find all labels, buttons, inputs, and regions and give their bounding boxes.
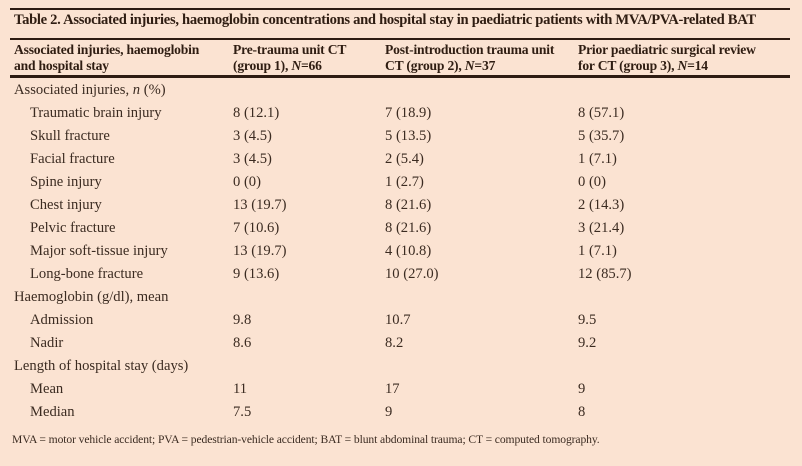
row-value: 8 (21.6) xyxy=(385,220,432,236)
row-value: 9.8 xyxy=(233,312,252,328)
row-value: 1 (7.1) xyxy=(578,243,617,259)
row-value: 13 (19.7) xyxy=(233,197,287,213)
table-row: Length of hospital stay (days) xyxy=(10,355,790,378)
table-row: Median 7.5 9 8 xyxy=(10,401,790,424)
row-value: 8 (57.1) xyxy=(578,105,625,121)
row-value: 5 (35.7) xyxy=(578,128,625,144)
row-value: 8.2 xyxy=(385,335,404,351)
row-value: 11 xyxy=(233,381,248,397)
row-value: 3 (4.5) xyxy=(233,128,272,144)
header-line: Post-introduction trauma unit xyxy=(385,42,555,57)
row-value: 3 (4.5) xyxy=(233,151,272,167)
row-label: Nadir xyxy=(30,335,64,351)
table-row: Mean 11 17 9 xyxy=(10,378,790,401)
header-line: CT (group 2), N=37 xyxy=(385,57,496,73)
row-value: 8.6 xyxy=(233,335,252,351)
row-value: 10 (27.0) xyxy=(385,266,439,282)
row-value: 13 (19.7) xyxy=(233,243,287,259)
table-row: Long-bone fracture 9 (13.6) 10 (27.0) 12 (8… xyxy=(10,263,790,286)
header-line: Pre-trauma unit CT xyxy=(233,42,347,57)
header-line: (group 1), N=66 xyxy=(233,57,322,73)
table-footnote: MVA = motor vehicle accident; PVA = pede… xyxy=(12,433,600,446)
table-row: Traumatic brain injury 8 (12.1) 7 (18.9) 8 … xyxy=(10,102,790,125)
row-value: 9.2 xyxy=(578,335,597,351)
row-value: 10.7 xyxy=(385,312,411,328)
header-line: Associated injuries, haemoglobin xyxy=(14,42,200,57)
row-label: Mean xyxy=(30,381,64,397)
row-value: 8 (21.6) xyxy=(385,197,432,213)
row-label: Associated injuries, n (%) xyxy=(14,82,166,98)
header-line: Prior paediatric surgical review xyxy=(578,42,756,57)
table-row: Skull fracture 3 (4.5) 5 (13.5) 5 (35.7) xyxy=(10,125,790,148)
table-row: Pelvic fracture 7 (10.6) 8 (21.6) 3 (21.4) xyxy=(10,217,790,240)
table-row: Associated injuries, n (%) xyxy=(10,79,790,102)
row-label: Haemoglobin (g/dl), mean xyxy=(14,289,169,305)
row-label: Skull fracture xyxy=(30,128,110,144)
header-line: and hospital stay xyxy=(14,57,109,73)
row-value: 1 (2.7) xyxy=(385,174,424,190)
row-value: 8 (12.1) xyxy=(233,105,280,121)
row-label: Pelvic fracture xyxy=(30,220,116,236)
row-label: Admission xyxy=(30,312,94,328)
table-row: Nadir 8.6 8.2 9.2 xyxy=(10,332,790,355)
row-value: 12 (85.7) xyxy=(578,266,632,282)
row-value: 9 xyxy=(578,381,586,397)
row-label: Median xyxy=(30,404,75,420)
row-value: 8 xyxy=(578,404,586,420)
table-body: Associated injuries, n (%) Traumatic brai… xyxy=(10,79,790,424)
row-value: 7 (18.9) xyxy=(385,105,432,121)
header-col-stub: Associated injuries, haemoglobin and hos… xyxy=(10,42,233,73)
top-rule xyxy=(10,8,790,10)
row-value: 4 (10.8) xyxy=(385,243,432,259)
row-label: Facial fracture xyxy=(30,151,115,167)
row-value: 7 (10.6) xyxy=(233,220,280,236)
row-label: Traumatic brain injury xyxy=(30,105,162,121)
table-row: Admission 9.8 10.7 9.5 xyxy=(10,309,790,332)
table-row: Spine injury 0 (0) 1 (2.7) 0 (0) xyxy=(10,171,790,194)
header-line: for CT (group 3), N=14 xyxy=(578,57,708,73)
title-rule xyxy=(10,38,790,40)
row-label: Major soft-tissue injury xyxy=(30,243,168,259)
header-col-group2: Post-introduction trauma unit CT (group … xyxy=(385,42,578,73)
header-col-group1: Pre-trauma unit CT (group 1), N=66 xyxy=(233,42,385,73)
row-value: 17 xyxy=(385,381,400,397)
header-rule xyxy=(10,75,790,78)
row-label: Length of hospital stay (days) xyxy=(14,358,189,374)
row-value: 9 xyxy=(385,404,393,420)
row-value: 2 (14.3) xyxy=(578,197,625,213)
row-value: 9.5 xyxy=(578,312,597,328)
row-value: 0 (0) xyxy=(578,174,606,190)
table-row: Haemoglobin (g/dl), mean xyxy=(10,286,790,309)
header-col-group3: Prior paediatric surgical review for CT … xyxy=(578,42,790,73)
table-header: Associated injuries, haemoglobin and hos… xyxy=(10,42,790,73)
row-label: Chest injury xyxy=(30,197,102,213)
table-row: Facial fracture 3 (4.5) 2 (5.4) 1 (7.1) xyxy=(10,148,790,171)
table-title: Table 2. Associated injuries, haemoglobi… xyxy=(14,12,756,28)
table-row: Chest injury 13 (19.7) 8 (21.6) 2 (14.3) xyxy=(10,194,790,217)
row-value: 9 (13.6) xyxy=(233,266,280,282)
row-value: 5 (13.5) xyxy=(385,128,432,144)
row-value: 1 (7.1) xyxy=(578,151,617,167)
row-value: 7.5 xyxy=(233,404,252,420)
row-value: 2 (5.4) xyxy=(385,151,424,167)
table-row: Major soft-tissue injury 13 (19.7) 4 (10.8… xyxy=(10,240,790,263)
row-value: 3 (21.4) xyxy=(578,220,625,236)
row-label: Spine injury xyxy=(30,174,102,190)
row-label: Long-bone fracture xyxy=(30,266,144,282)
row-value: 0 (0) xyxy=(233,174,261,190)
